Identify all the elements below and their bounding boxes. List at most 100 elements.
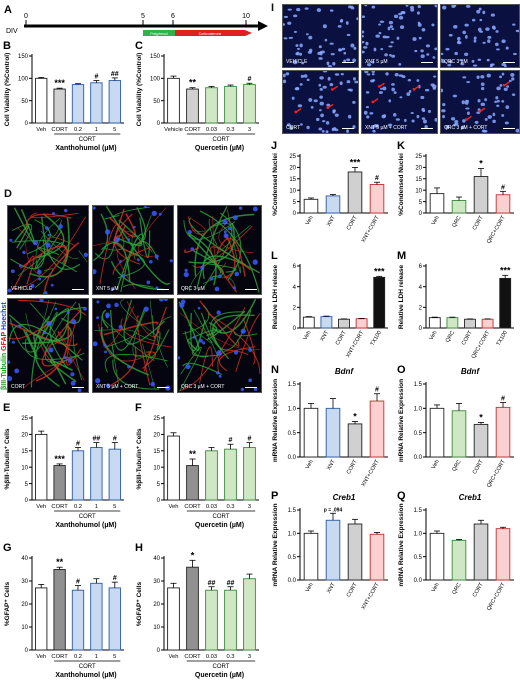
y-tick-label: 25 <box>415 154 422 160</box>
bar-qrc-cort <box>481 318 494 329</box>
chart-q-creb1-qrc: Q Creb1 mRNA Relative Expression 0.0 0.5 1.0 1… <box>397 490 514 610</box>
bar-vehicle <box>167 77 180 124</box>
bar-0-2 <box>71 589 85 651</box>
y-tick-label: 20 <box>153 433 160 439</box>
x-tick-label: 5 <box>113 654 116 660</box>
y-axis-label: Relative LDH release <box>398 264 405 329</box>
x-tick-label: Veh <box>305 215 315 226</box>
timeline-polyphenol-bar <box>143 30 175 36</box>
micrograph-i-qrc: QRC 3 µM <box>440 4 520 68</box>
micrograph-d-qrc: QRC 3 µM <box>177 205 262 295</box>
x-tick-label: 3 <box>248 127 251 133</box>
x-tick-label: Veh <box>169 504 179 510</box>
x-tick-label: CORT <box>51 654 68 660</box>
bar-tx100 <box>373 276 386 329</box>
micrograph-texture <box>283 71 358 133</box>
panel-letter-c: C <box>135 40 143 52</box>
x-tick-label: CORT <box>51 127 68 133</box>
significance-marker: # <box>248 436 252 443</box>
bar-xnt-cort <box>369 400 385 458</box>
y-tick-label: 10 <box>153 625 160 631</box>
bar-qrc <box>451 200 467 214</box>
y-axis-label: mRNA Relative Expression <box>398 379 405 462</box>
panel-letter-f: F <box>135 402 142 414</box>
bar-cort <box>338 318 350 329</box>
x-tick-label: Veh <box>303 330 313 341</box>
x-tick-label: 1 <box>95 504 98 510</box>
x-tick-label: CORT <box>335 329 348 346</box>
y-tick-label: 15 <box>289 177 296 183</box>
y-tick-label: 4 <box>293 285 297 291</box>
y-tick-label: 20 <box>415 166 422 172</box>
bar-xnt-cort <box>369 184 385 214</box>
micrograph-texture <box>8 299 87 392</box>
panel-letter-h: H <box>135 542 143 554</box>
cort-group-label: CORT <box>213 514 230 520</box>
y-tick-label: 6 <box>293 264 297 270</box>
bar-xnt <box>325 519 341 581</box>
cort-group-label: CORT <box>213 137 230 143</box>
y-tick-label: 0 <box>419 211 423 217</box>
panel-letter-m: M <box>397 250 406 262</box>
significance-marker: *** <box>350 157 361 167</box>
x-tick-label: Veh <box>431 215 441 226</box>
x-tick-label: Veh <box>169 654 179 660</box>
x-tick-label: CORT <box>472 214 485 231</box>
y-tick-label: 1.5 <box>288 382 297 388</box>
x-tick-label: XNT <box>326 581 337 594</box>
y-axis-label: %Condensed Nuclei <box>272 153 279 216</box>
bar-3 <box>243 447 256 501</box>
y-tick-label: 40 <box>153 556 160 562</box>
x-tick-label: 0.2 <box>74 127 82 133</box>
y-tick-label: 0 <box>419 326 423 332</box>
x-tick-label: Veh <box>36 654 46 660</box>
y-axis-label: Cell Viability (%Control) <box>4 53 11 127</box>
micrograph-texture <box>93 299 172 391</box>
y-tick-label: 4 <box>419 285 423 291</box>
y-tick-label: 5 <box>293 200 297 206</box>
y-tick-label: 30 <box>153 579 160 585</box>
y-tick-label: 15 <box>21 449 28 455</box>
micrograph-texture <box>283 5 358 67</box>
y-tick-label: 50 <box>21 99 28 105</box>
x-tick-label: TX100 <box>370 330 383 347</box>
chart-j-condensed-nuclei-xnt: J%Condensed Nuclei 0 5 10 15 20 25 Veh XNT *** COR… <box>271 140 388 243</box>
cort-group-label: CORT <box>213 664 230 670</box>
significance-marker: p = .094 <box>324 507 343 513</box>
y-tick-label: 0.0 <box>288 578 297 584</box>
cort-group-label: CORT <box>79 664 96 670</box>
x-tick-label: TX100 <box>496 330 509 347</box>
x-tick-label: Veh <box>36 127 46 133</box>
significance-marker: # <box>501 395 505 402</box>
x-axis-label: Xanthohumol (µM) <box>55 672 116 679</box>
x-tick-label: CORT <box>184 127 201 133</box>
significance-marker: ## <box>93 436 101 443</box>
y-tick-label: 0 <box>25 121 29 127</box>
chart-title: Bdnf <box>335 367 355 376</box>
y-tick-label: 0 <box>25 498 29 504</box>
x-tick-label: Veh <box>305 459 315 470</box>
y-tick-label: 1.0 <box>414 532 423 538</box>
x-tick-label: Veh <box>431 459 441 470</box>
y-tick-label: 10 <box>153 465 160 471</box>
bar-veh <box>35 433 48 501</box>
panel-letter-j: J <box>271 140 277 152</box>
panel-letter-e: E <box>3 402 10 414</box>
chart-p-creb1-xnt: P Creb1 mRNA Relative Expression 0.0 0.5 1.0 1… <box>271 490 388 610</box>
bar-5 <box>108 80 121 124</box>
bar-0-03 <box>205 450 218 501</box>
y-tick-label: 25 <box>289 154 296 160</box>
y-tick-label: 0.5 <box>288 431 297 437</box>
panel-letter-a: A <box>4 4 12 16</box>
bar-veh <box>35 77 48 124</box>
y-tick-label: 10 <box>21 625 28 631</box>
bar-qrc <box>446 317 459 329</box>
bar-veh <box>303 198 319 214</box>
x-tick-label: XNT+CORT <box>361 458 381 487</box>
x-tick-label: CORT <box>346 458 359 475</box>
y-tick-label: 100 <box>18 77 29 83</box>
significance-marker: # <box>229 437 233 444</box>
bar-xnt-cort <box>355 318 368 329</box>
bar-xnt <box>325 407 341 458</box>
micrograph-d-vehicle: VEHICLE <box>7 205 89 295</box>
